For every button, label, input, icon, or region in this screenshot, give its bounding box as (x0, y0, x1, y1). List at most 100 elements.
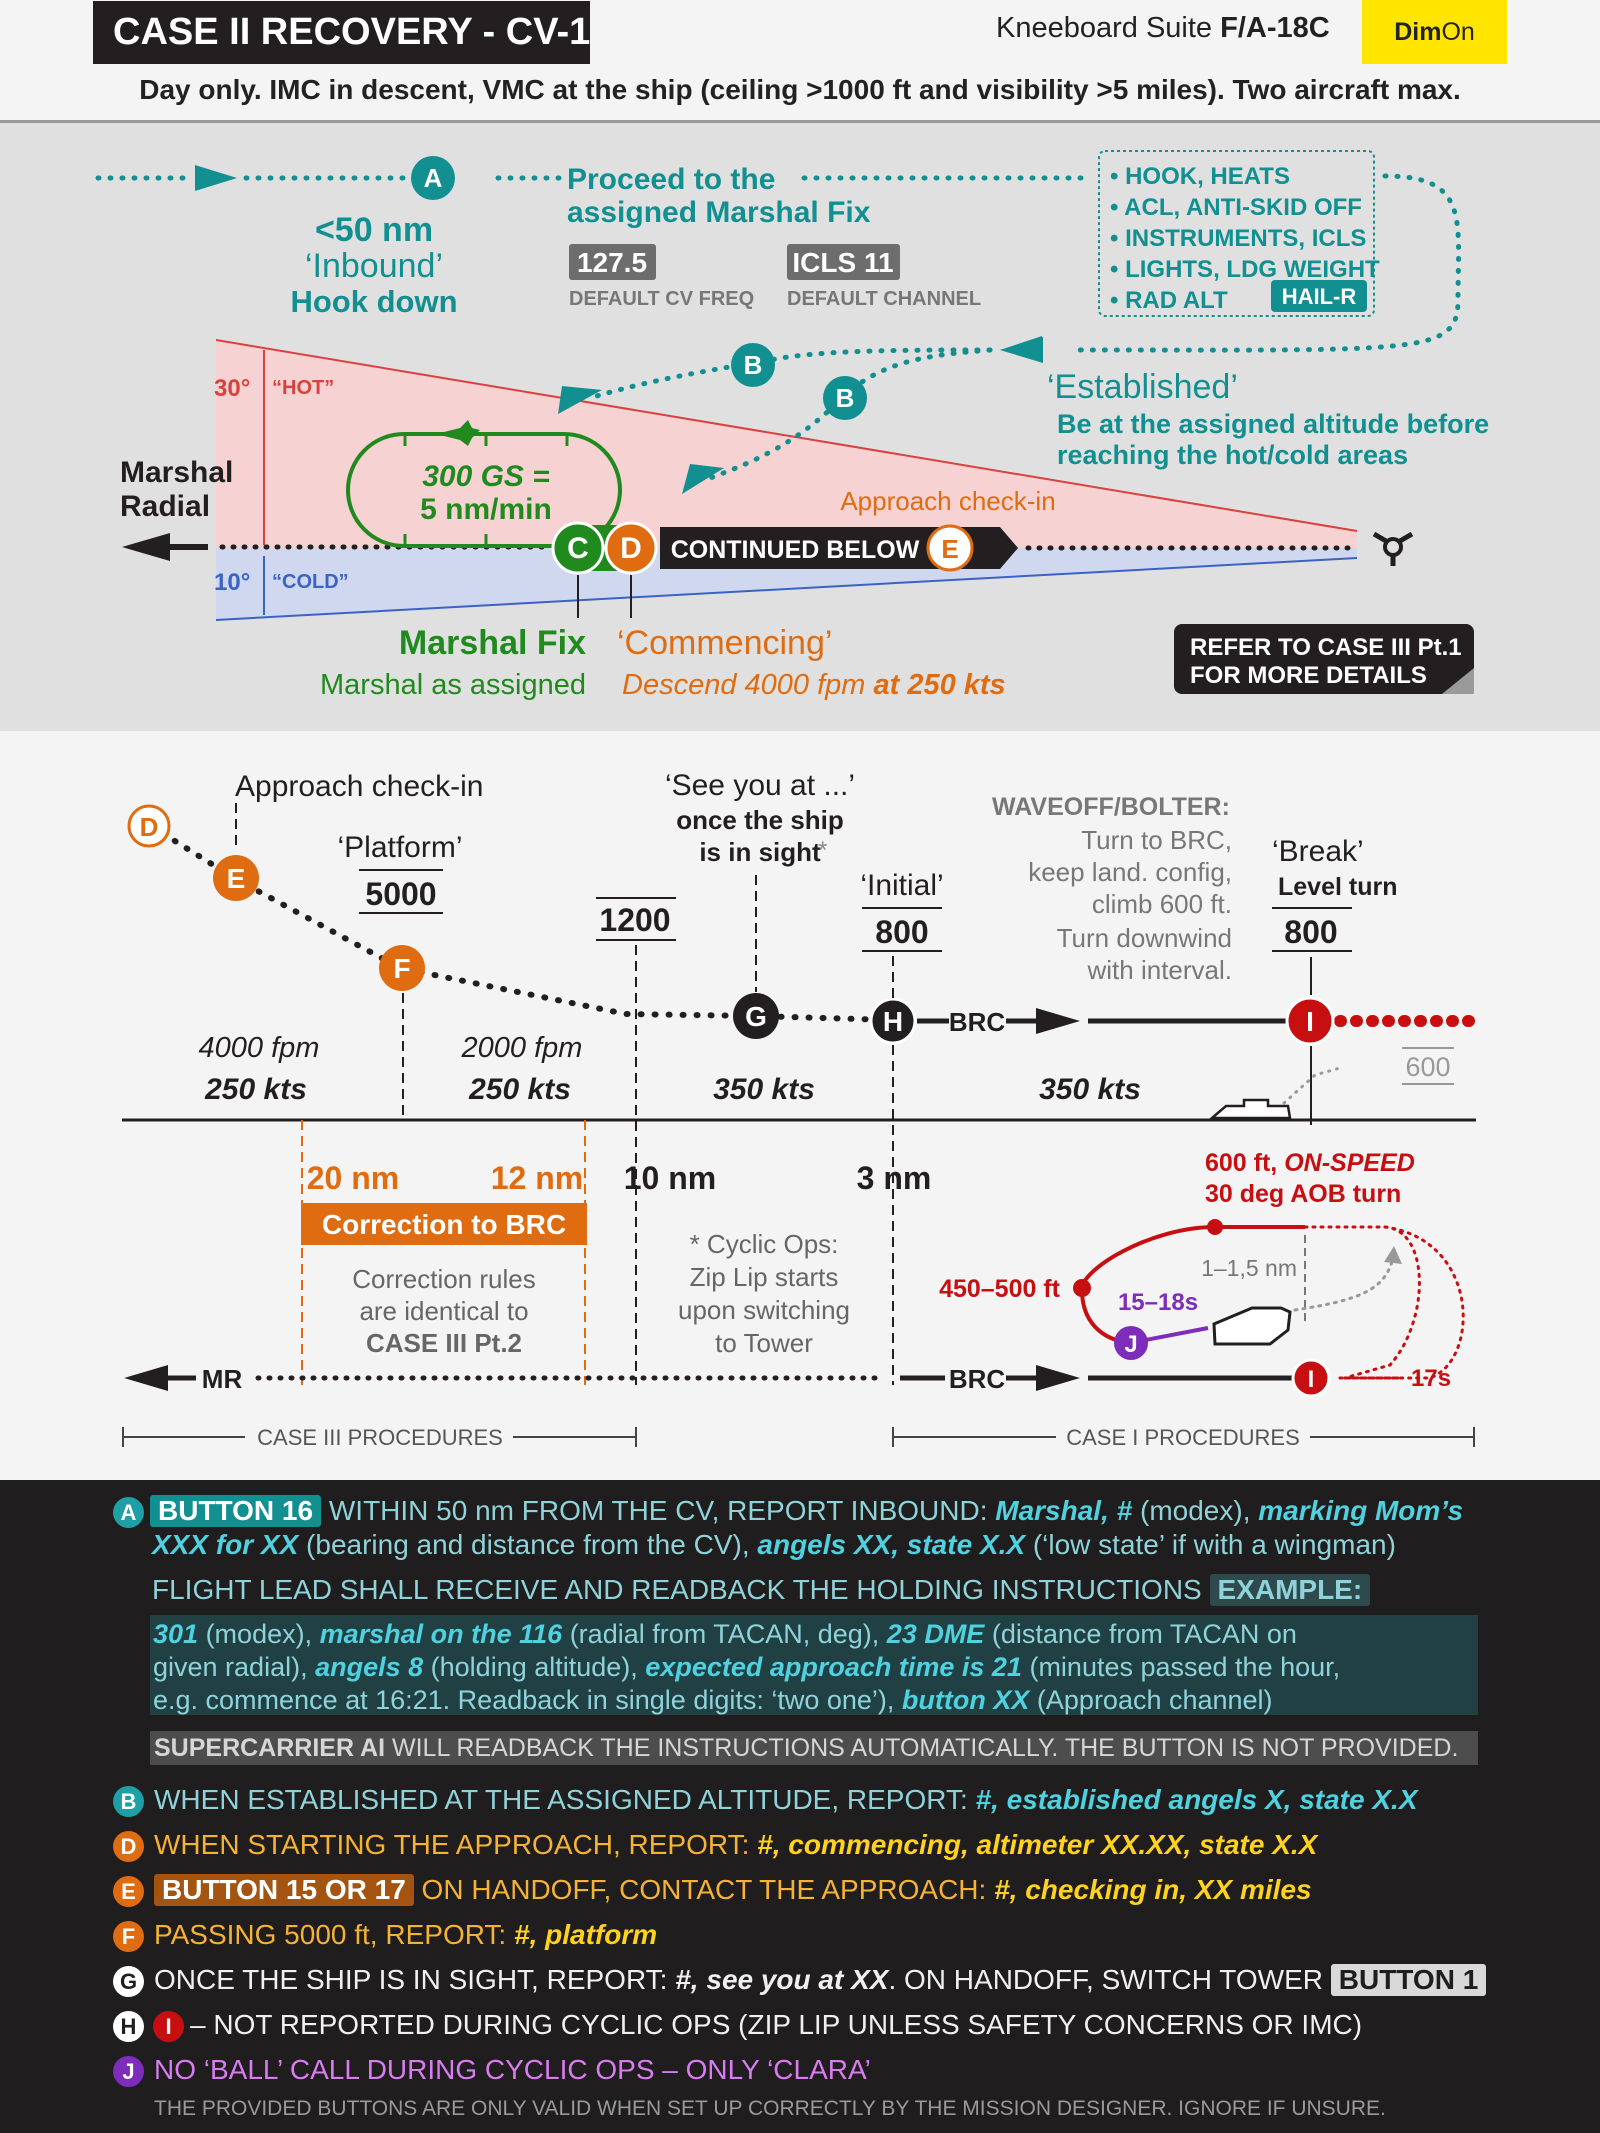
dist-12: 12 nm (491, 1160, 583, 1196)
pattern-title: 600 ft, ON-SPEED (1205, 1149, 1415, 1177)
mr-label: MR (202, 1364, 243, 1394)
freq-value: 127.5 (577, 247, 647, 278)
example-angels: angels 8 (315, 1652, 424, 1682)
pattern-point-top (1207, 1219, 1223, 1235)
call-a-text-2: (modex), (1132, 1495, 1259, 1526)
profile-h-letter: H (883, 1006, 903, 1037)
supercarrier-box (150, 1731, 1478, 1765)
call-a-lead-text: FLIGHT LEAD SHALL RECEIVE AND READBACK T… (152, 1574, 1202, 1605)
supercarrier-text: WILL READBACK THE INSTRUCTIONS AUTOMATIC… (385, 1734, 1459, 1762)
waypoint-b-lower-letter: B (836, 383, 855, 413)
call-g-phrase: #, see you at XX (675, 1964, 889, 1995)
waypoint-d-letter: D (620, 532, 642, 565)
cold-sector (216, 548, 1357, 620)
example-text-1: (modex), (198, 1619, 320, 1649)
continued-bar (660, 527, 1018, 569)
break-sub: Level turn (1278, 873, 1397, 901)
marshal-fix-label: Marshal Fix (399, 624, 586, 662)
marshal-radial-2: Radial (120, 490, 210, 523)
seg1-speed: 250 kts (204, 1073, 307, 1106)
pattern-time: 15–18s (1118, 1289, 1198, 1316)
call-g-marker: G (113, 1966, 144, 1997)
profile-d-letter: D (140, 812, 159, 842)
marshal-fix-sub: Marshal as assigned (320, 669, 586, 701)
established-note-2: reaching the hot/cold areas (1057, 440, 1408, 470)
hailr-label: HAIL-R (1282, 284, 1357, 309)
pattern-dist: 1–1,5 nm (1201, 1255, 1297, 1281)
profile-j-letter: J (1124, 1331, 1137, 1358)
ship-icon (1208, 1098, 1292, 1120)
example-line-2: given radial), angels 8 (holding altitud… (153, 1650, 1340, 1684)
pattern-17s: 17s (1411, 1365, 1451, 1392)
break-alt: 800 (1284, 914, 1337, 950)
subtitle: Day only. IMC in descent, VMC at the shi… (139, 74, 1461, 105)
brand-logo: DimOn (1362, 0, 1507, 64)
call-g-text: ONCE THE SHIP IS IN SIGHT, REPORT: (154, 1964, 676, 1995)
seg2-rate: 2000 fpm (461, 1032, 583, 1064)
profile-i-lower-letter: I (1308, 1366, 1315, 1393)
call-e-line: BUTTON 15 OR 17 ON HANDOFF, CONTACT THE … (154, 1873, 1312, 1907)
marshal-diagram: 30° “HOT” 10° “COLD” A Proceed to the as… (0, 123, 1600, 731)
profile-g (733, 993, 779, 1039)
hailr-badge (1271, 280, 1367, 312)
profile-approach-checkin: Approach check-in (235, 770, 483, 803)
route-arrowhead (1000, 337, 1043, 363)
dist-10: 10 nm (624, 1160, 716, 1196)
waypoint-a-letter: A (424, 163, 443, 193)
checklist-item: • RAD ALT (1110, 287, 1228, 314)
call-d-phrase: #, commencing, altimeter XX.XX, state X.… (757, 1829, 1318, 1860)
waypoint-c (551, 521, 605, 575)
header-divider (0, 120, 1600, 123)
approach-arrow-lower (682, 464, 724, 494)
call-f-phrase: #, platform (514, 1919, 658, 1950)
checklist-item: • INSTRUMENTS, ICLS (1110, 225, 1366, 252)
waveoff-note: Turn to BRC, (1081, 825, 1232, 855)
waypoint-e-letter: E (941, 534, 958, 564)
proceed-line-1: Proceed to the (567, 163, 775, 196)
call-a-line-1: BUTTON 16 WITHIN 50 nm FROM THE CV, REPO… (150, 1494, 1463, 1528)
call-b-marker: B (113, 1786, 144, 1817)
hook-down: Hook down (290, 284, 457, 319)
cold-label: “COLD” (272, 571, 349, 593)
brand-on: On (1441, 18, 1475, 46)
aircraft-icon (436, 420, 480, 446)
profile-background (0, 731, 1600, 1480)
correction-note-3: CASE III Pt.2 (366, 1328, 522, 1358)
pattern-alt: 450–500 ft (939, 1275, 1061, 1303)
cold-angle: 10° (214, 569, 250, 596)
call-j-marker: J (113, 2056, 144, 2087)
example-radial: marshal on the 116 (319, 1619, 563, 1649)
waypoint-d (604, 521, 658, 575)
approach-profile: D E F G H Approach check-in ‘Platform’ 5… (0, 731, 1600, 1480)
approach-checkin-top: Approach check-in (840, 486, 1055, 516)
example-text-3: (distance from TACAN on (984, 1619, 1297, 1649)
page-title: CASE II RECOVERY - CV-1 (93, 1, 590, 64)
example-dme: 23 DME (886, 1619, 985, 1649)
checklist-item: • HOOK, HEATS (1110, 163, 1290, 190)
profile-f (379, 945, 425, 991)
dist-20: 20 nm (307, 1160, 399, 1196)
profile-i (1285, 996, 1335, 1046)
seg1-rate: 4000 fpm (199, 1032, 320, 1064)
marshal-radial-1: Marshal (120, 456, 233, 489)
call-j-line: NO ‘BALL’ CALL DURING CYCLIC OPS – ONLY … (154, 2054, 871, 2085)
approach-path-upper (587, 347, 993, 401)
pattern-dotted-arrow (1293, 1256, 1395, 1312)
call-a-phrase-3: XXX for XX (152, 1529, 299, 1560)
holding-speed: 300 GS = (422, 460, 550, 493)
hot-label: “HOT” (272, 377, 334, 399)
button-1-tag: BUTTON 1 (1330, 1964, 1487, 1996)
case3-label: CASE III PROCEDURES (257, 1425, 503, 1450)
waveoff-note: with interval. (1087, 955, 1233, 985)
example-text-2: (radial from TACAN, deg), (562, 1619, 887, 1649)
checklist-item: • LIGHTS, LDG WEIGHT (1110, 256, 1380, 283)
refer-box (1174, 624, 1474, 694)
brand-dim: Dim (1394, 18, 1442, 46)
seg2-speed: 250 kts (468, 1073, 571, 1106)
see-you-sub-1: once the ship (676, 805, 844, 835)
correction-note-1: Correction rules (352, 1264, 536, 1294)
example-text-7: e.g. commence at 16:21. Readback in sing… (153, 1685, 902, 1715)
route-to-marshal (1077, 173, 1462, 353)
example-modex: 301 (153, 1619, 199, 1649)
